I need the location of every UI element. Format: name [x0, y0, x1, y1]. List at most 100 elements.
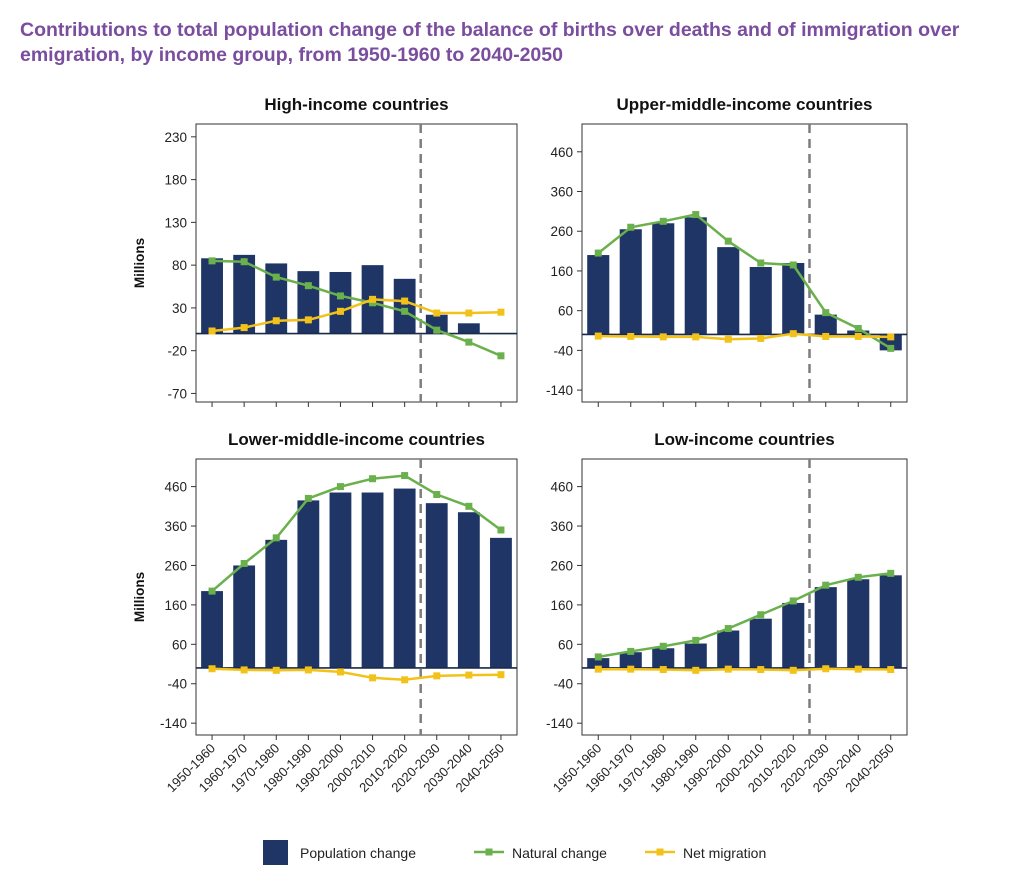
y-tick-label: -20: [167, 344, 187, 359]
y-tick-label: 160: [550, 598, 573, 613]
y-tick-label: 30: [172, 301, 187, 316]
panel-title: High-income countries: [264, 95, 448, 114]
point-natural-change: [659, 217, 667, 225]
point-net-migration: [208, 327, 216, 335]
y-tick-label: 460: [550, 480, 573, 495]
point-natural-change: [627, 647, 635, 655]
bar-population-change: [425, 503, 448, 668]
point-natural-change: [433, 326, 441, 334]
y-tick-label: 60: [172, 637, 187, 652]
point-natural-change: [336, 292, 344, 300]
point-natural-change: [692, 211, 700, 219]
point-net-migration: [336, 668, 344, 676]
bar-population-change: [684, 643, 707, 668]
y-tick-label: 60: [558, 304, 573, 319]
point-net-migration: [724, 335, 732, 343]
point-natural-change: [789, 597, 797, 605]
point-natural-change: [594, 653, 602, 661]
y-tick-label: 160: [550, 264, 573, 279]
bar-population-change: [847, 330, 870, 335]
point-net-migration: [659, 666, 667, 674]
bar-population-change: [782, 263, 805, 335]
y-tick-label: 160: [164, 598, 187, 613]
point-net-migration: [401, 676, 409, 684]
y-tick-label: -140: [546, 383, 573, 398]
point-natural-change: [822, 309, 830, 317]
y-tick-label: 360: [550, 519, 573, 534]
bar-population-change: [490, 537, 512, 668]
point-net-migration: [822, 332, 830, 340]
bar-population-change: [652, 223, 675, 335]
bar-population-change: [265, 539, 288, 668]
bar-population-change: [297, 271, 320, 334]
point-natural-change: [822, 581, 830, 589]
line-natural-change: [597, 213, 892, 350]
panel-title: Lower-middle-income countries: [228, 430, 485, 449]
y-tick-label: 260: [550, 224, 573, 239]
y-tick-label: 360: [164, 519, 187, 534]
bar-population-change: [619, 229, 642, 335]
bar-population-change: [265, 263, 288, 334]
bar-population-change: [201, 591, 223, 668]
point-net-migration: [304, 316, 312, 324]
point-net-migration: [724, 665, 732, 673]
point-net-migration: [465, 309, 473, 317]
bar-population-change: [297, 500, 320, 668]
y-tick-label: 260: [164, 558, 187, 573]
bar-population-change: [457, 323, 480, 334]
line-natural-change: [211, 474, 502, 593]
y-tick-label: 460: [550, 145, 573, 160]
y-axis-label: Millions: [132, 572, 147, 622]
bar-population-change: [879, 575, 902, 668]
line-natural-change: [212, 259, 502, 357]
panel-lower-middle-income: Lower-middle-income countries 460 360 260 16…: [132, 430, 518, 795]
y-tick-label: -70: [167, 386, 187, 401]
legend: Population change Natural change Net migra…: [263, 840, 766, 865]
bar-population-change: [393, 488, 416, 668]
point-natural-change: [627, 223, 635, 231]
y-tick-label: 230: [164, 130, 187, 145]
point-natural-change: [465, 502, 473, 510]
line-natural-change: [598, 572, 891, 659]
point-natural-change: [724, 237, 732, 245]
point-net-migration: [369, 295, 377, 303]
bar-population-change: [457, 512, 480, 668]
panel-upper-middle-income: Upper-middle-income countries 460 360 260 16…: [546, 95, 908, 407]
y-tick-label: 260: [550, 558, 573, 573]
bar-population-change: [619, 652, 642, 668]
point-natural-change: [433, 490, 441, 498]
point-net-migration: [272, 317, 280, 325]
point-net-migration: [854, 665, 862, 673]
point-net-migration: [240, 666, 248, 674]
point-natural-change: [208, 257, 216, 265]
point-natural-change: [208, 587, 216, 595]
point-natural-change: [401, 472, 409, 480]
point-natural-change: [887, 569, 895, 577]
chart-title: Contributions to total population change…: [20, 19, 960, 66]
point-natural-change: [887, 344, 895, 352]
bar-population-change: [329, 271, 352, 334]
point-net-migration: [401, 297, 409, 305]
point-net-migration: [627, 665, 635, 673]
bar-population-change: [749, 618, 772, 668]
y-tick-label: 180: [164, 173, 187, 188]
point-net-migration: [854, 332, 862, 340]
legend-marker-net-migration: [656, 848, 664, 856]
line-net-migration: [212, 667, 501, 682]
point-natural-change: [497, 352, 505, 360]
y-tick-label: 60: [558, 637, 573, 652]
bar-population-change: [652, 648, 675, 668]
point-net-migration: [433, 672, 441, 680]
panel-title: Low-income countries: [654, 430, 834, 449]
point-natural-change: [692, 636, 700, 644]
point-natural-change: [401, 307, 409, 315]
legend-marker-natural-change: [485, 848, 493, 856]
bar-population-change: [201, 258, 223, 334]
y-tick-label: -40: [553, 343, 573, 358]
y-tick-label: -40: [553, 677, 573, 692]
y-tick-label: -40: [167, 677, 187, 692]
point-net-migration: [272, 666, 280, 674]
bar-population-change: [717, 247, 740, 335]
point-net-migration: [594, 332, 602, 340]
point-natural-change: [724, 625, 732, 633]
